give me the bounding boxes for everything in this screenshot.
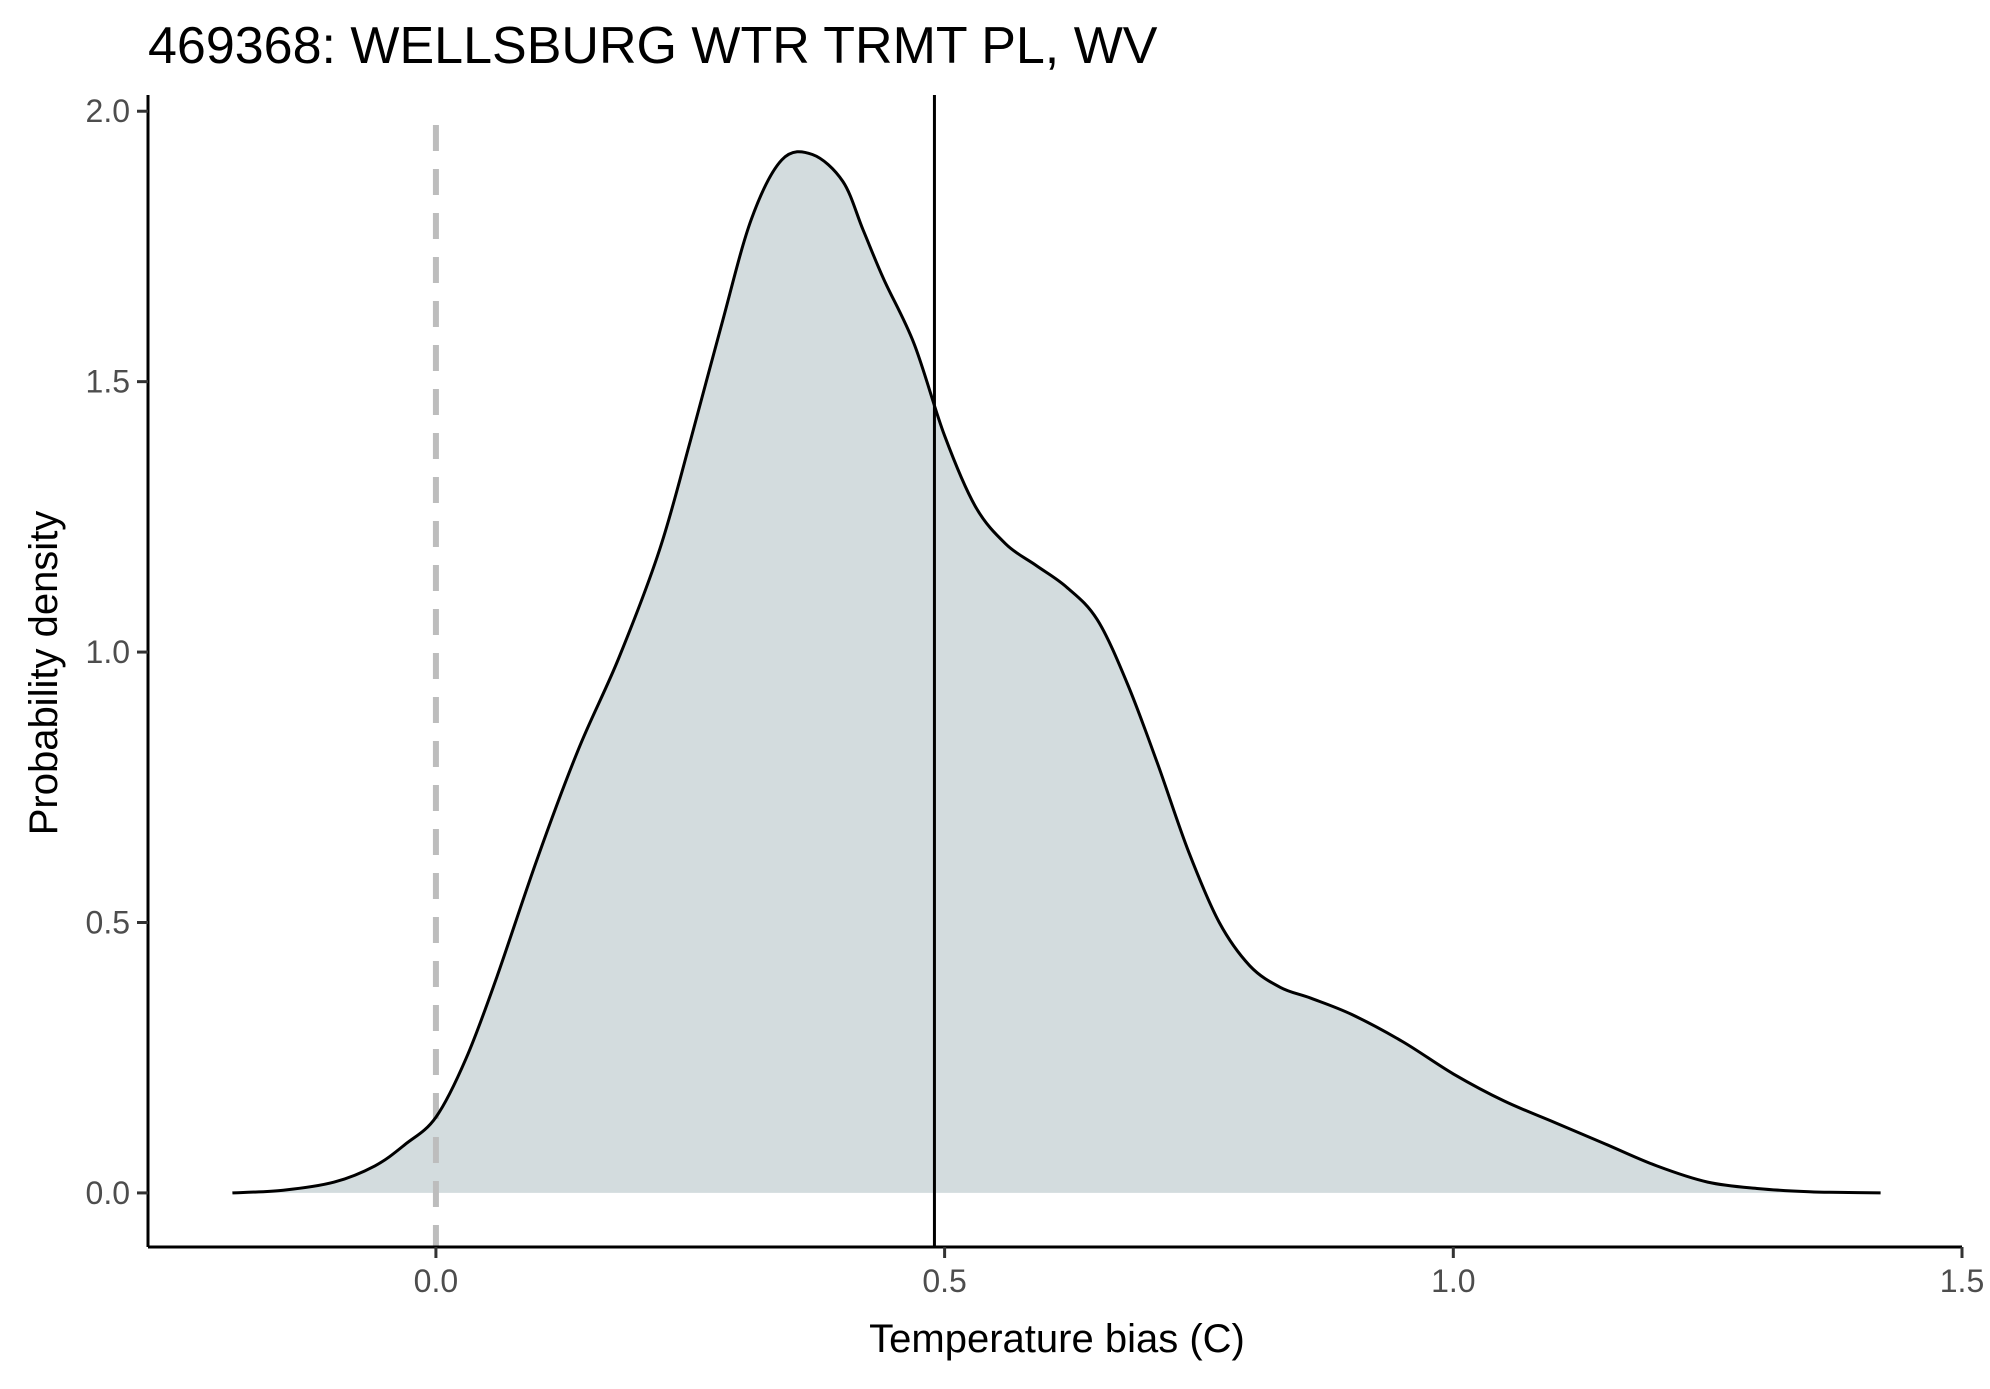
y-axis-title: Probability density bbox=[22, 511, 66, 836]
x-tick-label: 1.5 bbox=[1940, 1263, 1984, 1299]
y-tick-label: 1.5 bbox=[86, 364, 130, 400]
y-tick-label: 2.0 bbox=[86, 93, 130, 129]
x-axis-ticks: 0.0 0.5 1.0 1.5 bbox=[414, 1247, 1984, 1299]
y-tick-label: 0.5 bbox=[86, 904, 130, 940]
y-axis-ticks: 0.0 0.5 1.0 1.5 2.0 bbox=[86, 93, 148, 1211]
chart-title: 469368: WELLSBURG WTR TRMT PL, WV bbox=[148, 17, 1158, 75]
density-area bbox=[232, 151, 1881, 1193]
x-tick-label: 0.0 bbox=[414, 1263, 458, 1299]
y-tick-label: 1.0 bbox=[86, 634, 130, 670]
y-tick-label: 0.0 bbox=[86, 1175, 130, 1211]
x-axis-title: Temperature bias (C) bbox=[869, 1317, 1245, 1361]
x-tick-label: 0.5 bbox=[922, 1263, 966, 1299]
density-curve bbox=[232, 150, 1881, 1195]
x-tick-label: 1.0 bbox=[1431, 1263, 1475, 1299]
